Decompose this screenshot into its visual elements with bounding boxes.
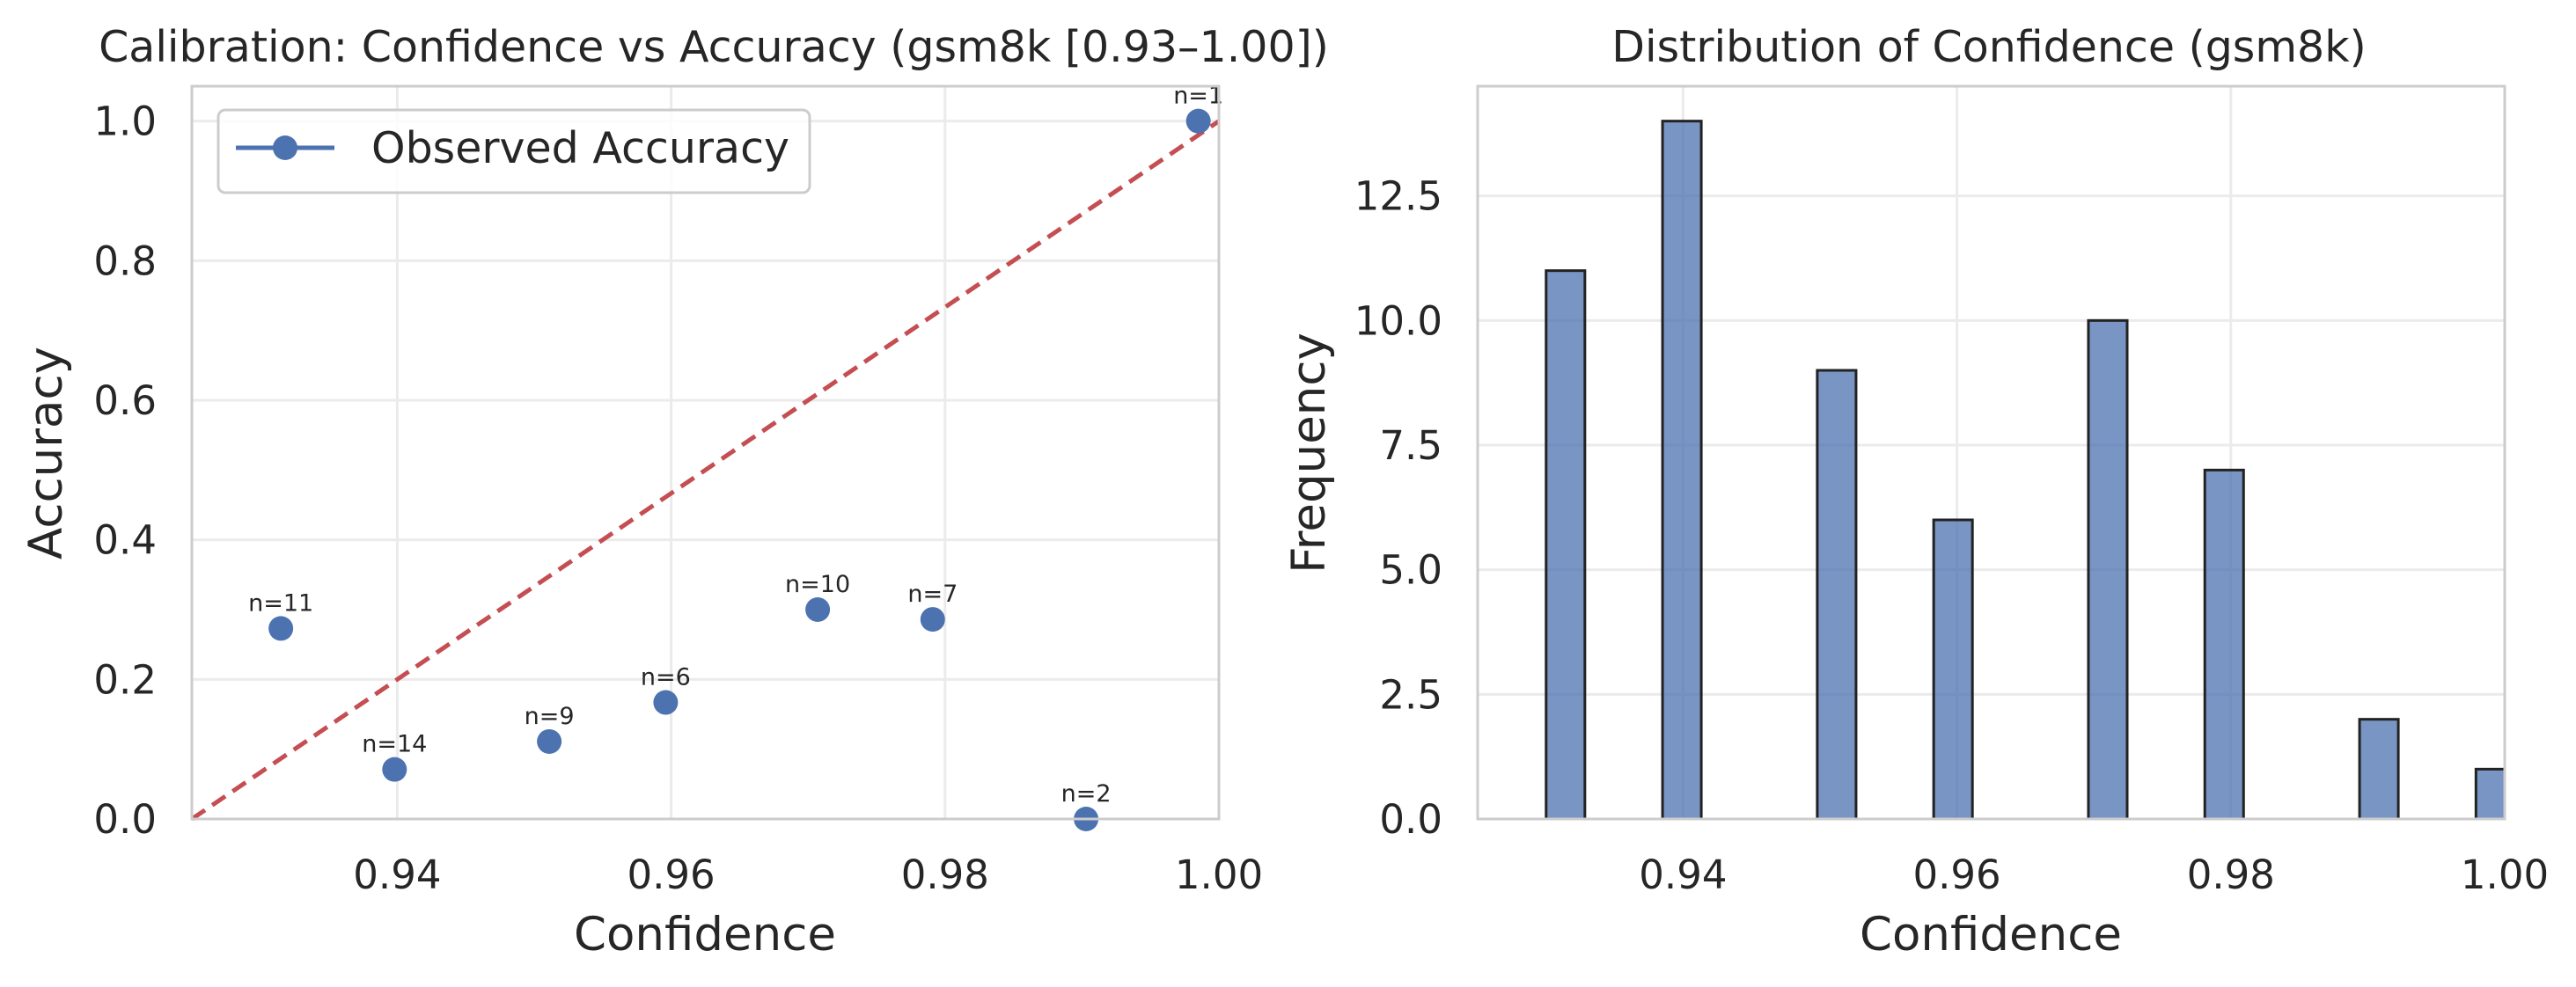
data-point: [382, 757, 407, 782]
x-tick-label: 1.00: [1175, 852, 1263, 898]
y-tick-label: 7.5: [1379, 422, 1442, 469]
distribution-panel: Distribution of Confidence (gsm8k) 0.94 0…: [1282, 22, 2549, 961]
y-tick-label: 1.0: [93, 99, 157, 145]
calibration-y-ticks: 0.0 0.2 0.4 0.6 0.8 1.0: [93, 99, 157, 843]
y-tick-label: 0.4: [93, 517, 157, 564]
data-point: [920, 607, 945, 632]
distribution-plot-frame: [1476, 84, 2506, 821]
calibration-grid: [192, 86, 1219, 819]
calibration-panel: Calibration: Confidence vs Accuracy (gsm…: [19, 22, 1329, 961]
distribution-plot-area: [1478, 86, 2505, 819]
x-tick-label: 0.98: [901, 852, 989, 898]
y-tick-label: 12.5: [1354, 173, 1442, 220]
point-count-label: n=10: [785, 571, 850, 598]
distribution-x-axis-label: Confidence: [1860, 908, 2122, 961]
x-tick-label: 0.98: [2187, 852, 2275, 898]
calibration-y-axis-label: Accuracy: [19, 347, 73, 559]
legend-label: Observed Accuracy: [371, 123, 789, 173]
y-tick-label: 5.0: [1379, 547, 1442, 594]
calibration-title: Calibration: Confidence vs Accuracy (gsm…: [99, 22, 1329, 72]
point-count-label: n=6: [641, 664, 691, 691]
distribution-y-axis-label: Frequency: [1282, 333, 1336, 574]
data-point: [805, 597, 831, 622]
data-point: [537, 728, 562, 754]
y-tick-label: 0.2: [93, 656, 157, 703]
point-count-label: n=2: [1061, 780, 1112, 808]
x-tick-label: 0.94: [1639, 852, 1727, 898]
y-tick-label: 0.6: [93, 377, 157, 424]
distribution-bars-layer: [1545, 120, 2506, 821]
distribution-x-ticks: 0.94 0.96 0.98 1.00: [1639, 852, 2549, 898]
distribution-title: Distribution of Confidence (gsm8k): [1611, 22, 2366, 72]
data-point: [653, 690, 679, 715]
legend-box: [217, 108, 811, 194]
histogram-bar: [2087, 318, 2129, 821]
y-tick-label: 0.0: [1379, 796, 1442, 843]
y-tick-label: 2.5: [1379, 671, 1442, 718]
calibration-x-axis-label: Confidence: [574, 908, 836, 961]
y-tick-label: 0.8: [93, 238, 157, 284]
legend-point-marker: [273, 135, 297, 160]
distribution-y-ticks: 0.0 2.5 5.0 7.5 10.0 12.5: [1354, 173, 1442, 843]
calibration-legend: Observed Accuracy: [217, 108, 811, 194]
data-point: [1185, 108, 1211, 134]
histogram-bar: [1545, 269, 1587, 821]
histogram-bar: [1816, 369, 1858, 821]
histogram-bar: [2203, 468, 2245, 821]
y-tick-label: 10.0: [1354, 297, 1442, 344]
x-tick-label: 0.96: [1912, 852, 2000, 898]
x-tick-label: 1.00: [2461, 852, 2549, 898]
calibration-reference-layer: [190, 119, 1221, 822]
calibration-plot-area: [192, 86, 1219, 819]
calibration-x-ticks: 0.94 0.96 0.98 1.00: [353, 852, 1263, 898]
calibration-points-layer: n=11n=14n=9n=6n=10 n=7n=2n=1: [248, 83, 1223, 831]
point-count-label: n=7: [907, 581, 958, 608]
y-tick-label: 0.0: [93, 796, 157, 843]
histogram-bar: [1661, 120, 1703, 821]
histogram-bar: [2358, 718, 2400, 821]
data-point: [268, 616, 294, 641]
x-tick-label: 0.96: [627, 852, 715, 898]
point-count-label: n=11: [248, 589, 313, 617]
perfect-calibration-line: [190, 119, 1221, 822]
point-count-label: n=9: [525, 703, 575, 730]
histogram-bar: [1932, 518, 1974, 821]
point-count-label: n=14: [362, 731, 427, 758]
histogram-bar: [2474, 767, 2506, 821]
calibration-plot-frame: [190, 84, 1221, 821]
x-tick-label: 0.94: [353, 852, 441, 898]
